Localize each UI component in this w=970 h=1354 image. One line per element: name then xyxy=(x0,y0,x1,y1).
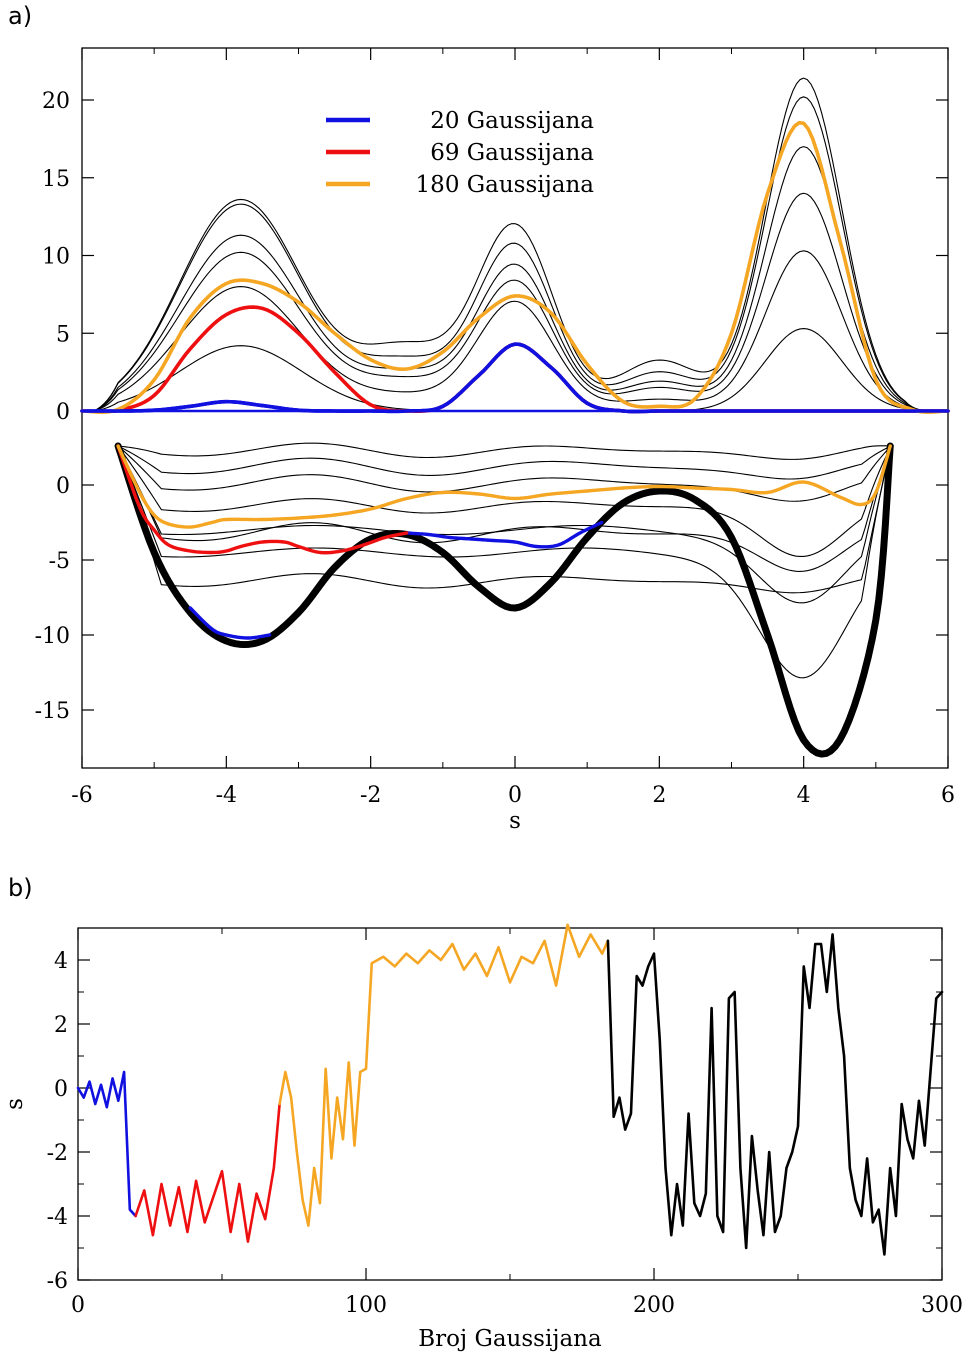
legend-label-blue: 20 Gaussijana xyxy=(430,108,594,134)
panel-a-xtick-label: 0 xyxy=(508,783,522,808)
panel-a-upper-thin-curve xyxy=(81,146,949,412)
panel-b-ytick-label: -6 xyxy=(47,1269,68,1294)
panel-a-lower-series-blue xyxy=(405,520,604,549)
panel-a-lower-ytick-label: -5 xyxy=(49,549,70,574)
panel-b-xtick-label: 200 xyxy=(633,1293,675,1318)
panel-a-lower-series-black xyxy=(114,442,894,758)
panel-b-ylabel: s xyxy=(2,1098,28,1110)
panel-b-xtick-label: 300 xyxy=(921,1293,963,1318)
panel-a-lower-thin-curve xyxy=(117,445,891,558)
panel-a-lower-series-red xyxy=(116,444,409,555)
panel-a-upper-ytick-label: 0 xyxy=(56,400,70,425)
panel-a-lower-ytick-label: 0 xyxy=(56,474,70,499)
panel-a-xtick-label: -6 xyxy=(71,783,92,808)
panel-a-upper-series-orange xyxy=(80,120,950,414)
panel-a-label: a) xyxy=(8,2,33,30)
panel-a-xtick-label: 4 xyxy=(797,783,811,808)
panel-b-series-black xyxy=(606,933,944,1256)
panel-a-lower-thin-curve xyxy=(117,445,891,572)
panel-b-xlabel: Broj Gaussijana xyxy=(418,1326,602,1352)
panel-a-upper-thin-curve xyxy=(81,96,949,412)
panel-a-xtick-label: 6 xyxy=(941,783,955,808)
panel-a-upper-ytick-label: 20 xyxy=(42,89,70,114)
panel-b-series-red xyxy=(134,1102,281,1243)
panel-a-lower-thin-curve xyxy=(117,445,891,502)
panel-a-lower-ytick-label: -15 xyxy=(35,699,70,724)
panel-b-ytick-label: 4 xyxy=(54,949,68,974)
panel-a-lower-series-orange xyxy=(116,444,892,529)
panel-a-lower-thin-curve xyxy=(117,445,891,594)
panel-b-series-blue xyxy=(76,1070,137,1218)
panel-a-upper-thin-curve xyxy=(81,250,949,412)
panel-a-upper-thin-curve xyxy=(81,328,949,412)
panel-a-upper-thin-curve xyxy=(81,77,949,412)
panel-a-upper-ytick-label: 10 xyxy=(42,245,70,270)
panel-b-series-orange xyxy=(278,923,610,1227)
panel-b-ytick-label: 2 xyxy=(54,1013,68,1038)
panel-a-upper-ytick-label: 15 xyxy=(42,167,70,192)
panel-a-lower-series-blue xyxy=(188,606,272,640)
panel-a-lower-thin-curve xyxy=(117,445,891,480)
panel-a-upper-thin-curve xyxy=(81,192,949,412)
panel-b-ytick-label: 0 xyxy=(54,1077,68,1102)
panel-a-upper-series-red xyxy=(80,305,950,414)
panel-a-upper-ytick-label: 5 xyxy=(56,322,70,347)
panel-b-ytick-label: -4 xyxy=(47,1205,68,1230)
legend-label-orange: 180 Gaussijana xyxy=(416,172,595,198)
panel-b-ytick-label: -2 xyxy=(47,1141,68,1166)
panel-a-xtick-label: 2 xyxy=(652,783,666,808)
panel-a-lower-thin-curve xyxy=(117,445,891,679)
panel-a-xtick-label: -2 xyxy=(360,783,381,808)
panel-a-lower-ytick-label: -10 xyxy=(35,624,70,649)
panel-a-lower-thin-curve xyxy=(117,442,891,460)
panel-b-label: b) xyxy=(8,874,33,902)
panel-a-xtick-label: -4 xyxy=(216,783,237,808)
panel-b-xtick-label: 100 xyxy=(345,1293,387,1318)
panel-a-upper-series-blue-top xyxy=(80,342,950,414)
panel-a-lower-thin-curve xyxy=(117,445,891,604)
panel-b-xtick-label: 0 xyxy=(71,1293,85,1318)
panel-a-xlabel: s xyxy=(509,808,521,834)
legend-label-red: 69 Gaussijana xyxy=(430,140,594,166)
